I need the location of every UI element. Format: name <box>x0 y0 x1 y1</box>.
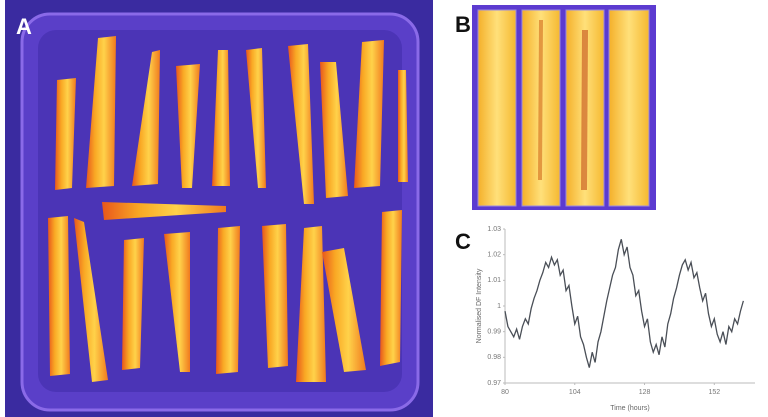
panel-label: C <box>455 229 471 254</box>
y-tick-label: 0.99 <box>487 329 501 336</box>
panel-a-image <box>5 0 433 417</box>
chart: 0.97 0.98 0.99 1 1.01 1.02 1.03 80 104 128 152 Time… <box>476 226 755 412</box>
panel-b-image <box>472 5 656 210</box>
line-series <box>504 239 744 368</box>
y-tick-label: 0.98 <box>487 354 501 361</box>
y-axis-title: Normalised DF Intensity <box>476 268 483 343</box>
y-tick-label: 1.03 <box>487 226 501 233</box>
y-tick-label: 1.01 <box>487 277 501 284</box>
panel-label: A <box>16 14 32 39</box>
x-tick-label: 128 <box>639 389 651 396</box>
x-axis-title: Time (hours) <box>610 405 649 412</box>
x-tick-label: 152 <box>708 389 720 396</box>
panel-label: B <box>455 12 471 37</box>
y-tick-label: 1.02 <box>487 252 501 259</box>
y-tick-label: 1 <box>497 303 501 310</box>
x-tick-label: 80 <box>501 389 509 396</box>
y-tick-label: 0.97 <box>487 380 501 387</box>
x-tick-label: 104 <box>569 389 581 396</box>
